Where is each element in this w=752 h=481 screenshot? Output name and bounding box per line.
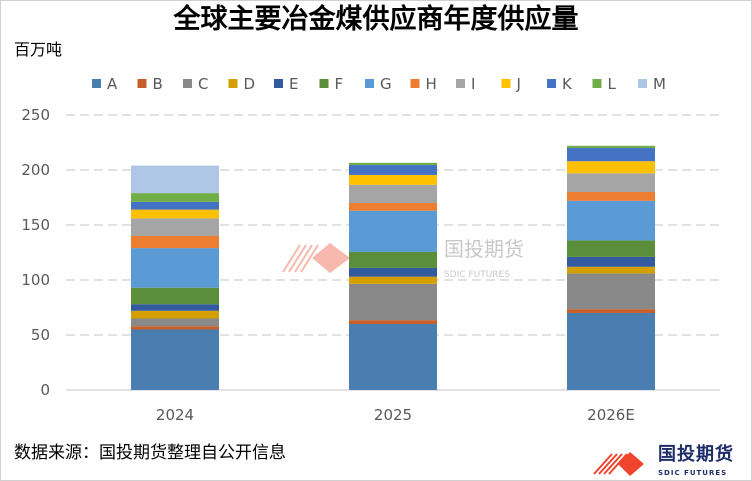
bar-segment-I-2025 — [349, 184, 437, 203]
bar-segment-I-2024 — [131, 218, 219, 236]
watermark-stripe — [294, 244, 313, 273]
bar-segment-A-2025 — [349, 324, 437, 390]
x-tick-label: 2025 — [374, 406, 412, 424]
legend-label-C: C — [198, 75, 208, 93]
legend-swatch-K — [547, 79, 556, 88]
bar-segment-E-2026E — [567, 256, 655, 267]
legend-label-L: L — [608, 75, 617, 93]
bar-segment-I-2026E — [567, 173, 655, 192]
bar-segment-H-2026E — [567, 192, 655, 201]
legend-label-H: H — [426, 75, 437, 93]
legend-label-E: E — [289, 75, 298, 93]
watermark-text-cn: 国投期货 — [444, 237, 524, 261]
legend-swatch-C — [183, 79, 192, 88]
source-note: 数据来源：国投期货整理自公开信息 — [14, 443, 286, 463]
bar-segment-M-2024 — [131, 165, 219, 194]
y-tick-label: 150 — [21, 216, 50, 234]
bar-segment-C-2024 — [131, 318, 219, 327]
bar-segment-F-2024 — [131, 287, 219, 305]
legend-swatch-M — [638, 79, 647, 88]
y-tick-label: 50 — [31, 326, 50, 344]
bar-segment-K-2024 — [131, 201, 219, 210]
legend-swatch-H — [410, 79, 420, 88]
watermark: 国投期货 SDIC FUTURES — [282, 237, 524, 280]
bar-segment-L-2025 — [349, 162, 437, 166]
y-axis-unit: 百万吨 — [14, 40, 63, 59]
bar-segment-K-2025 — [349, 165, 437, 175]
legend-label-D: D — [244, 75, 256, 93]
bar-segment-A-2024 — [131, 329, 219, 390]
watermark-stripe — [300, 244, 319, 273]
bar-segment-D-2026E — [567, 266, 655, 274]
bar-segment-J-2024 — [131, 209, 219, 219]
bar-segment-F-2025 — [349, 251, 437, 268]
bar-segment-G-2026E — [567, 200, 655, 241]
bar-segment-C-2025 — [349, 283, 437, 321]
bar-segment-B-2025 — [349, 320, 437, 324]
bar-segment-E-2025 — [349, 267, 437, 277]
legend-label-A: A — [107, 75, 118, 93]
bar-segment-D-2025 — [349, 276, 437, 284]
legend-label-M: M — [653, 75, 666, 93]
legend-label-F: F — [335, 75, 344, 93]
bar-segment-H-2024 — [131, 236, 219, 249]
legend-label-B: B — [153, 75, 163, 93]
legend-label-K: K — [562, 75, 573, 93]
y-tick-label: 250 — [21, 106, 50, 124]
y-tick-label: 0 — [40, 381, 50, 399]
bar-segment-L-2026E — [567, 145, 655, 148]
logo-mark-icon — [593, 452, 644, 476]
bar-segment-G-2024 — [131, 248, 219, 288]
y-tick-label: 100 — [21, 271, 50, 289]
legend-swatch-I — [456, 79, 465, 88]
chart-title: 全球主要冶金煤供应商年度供应量 — [173, 4, 579, 35]
watermark-text-en: SDIC FUTURES — [444, 270, 510, 280]
bar-segment-D-2024 — [131, 310, 219, 319]
legend-label-G: G — [380, 75, 392, 93]
bar-segment-J-2026E — [567, 161, 655, 174]
bar-segment-J-2025 — [349, 174, 437, 185]
watermark-diamond — [312, 243, 350, 273]
legend-swatch-D — [228, 79, 238, 88]
legend-label-I: I — [471, 75, 475, 93]
watermark-stripe — [282, 244, 301, 273]
x-tick-label: 2026E — [587, 406, 635, 424]
legend-swatch-B — [137, 79, 147, 88]
bar-segment-H-2025 — [349, 203, 437, 211]
bar-segment-E-2024 — [131, 304, 219, 311]
logo-text-en: SDIC FUTURES — [658, 469, 728, 477]
legend-swatch-A — [92, 79, 101, 88]
bar-segment-G-2025 — [349, 210, 437, 252]
legend-label-J: J — [516, 75, 521, 93]
legend-swatch-L — [592, 79, 602, 88]
watermark-stripe — [288, 244, 307, 273]
bar-segment-L-2024 — [131, 193, 219, 202]
bar-segment-A-2026E — [567, 313, 655, 390]
y-tick-label: 200 — [21, 161, 50, 179]
company-logo: 国投期货 SDIC FUTURES — [590, 444, 750, 480]
legend-swatch-J — [501, 79, 511, 88]
x-tick-label: 2024 — [156, 406, 194, 424]
bar-segment-B-2024 — [131, 326, 219, 330]
bar-segment-B-2026E — [567, 309, 655, 313]
bar-segment-K-2026E — [567, 148, 655, 162]
logo-text-cn: 国投期货 — [658, 444, 734, 465]
legend-swatch-E — [274, 79, 283, 88]
bar-segment-C-2026E — [567, 273, 655, 310]
bar-segment-F-2026E — [567, 240, 655, 257]
legend-swatch-F — [319, 79, 329, 88]
legend-swatch-G — [365, 79, 374, 88]
